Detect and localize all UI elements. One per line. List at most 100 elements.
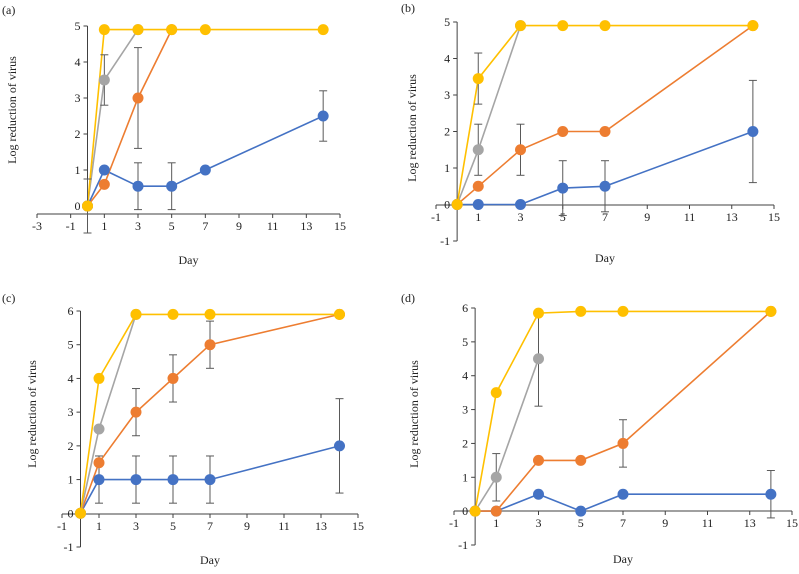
x-tick-label: 3 <box>536 516 542 530</box>
data-point-yellow <box>469 505 481 517</box>
y-tick-label: 0 <box>444 198 450 212</box>
data-point-blue <box>98 164 110 176</box>
data-point-yellow <box>204 308 216 320</box>
y-tick-label: 2 <box>75 127 81 141</box>
data-point-blue <box>317 110 329 122</box>
data-point-yellow <box>490 387 502 399</box>
x-tick-label: 11 <box>267 219 279 233</box>
data-point-orange <box>93 457 105 469</box>
x-tick-label: 9 <box>236 219 242 233</box>
x-tick-label: 7 <box>202 219 208 233</box>
series-line-orange <box>86 29 173 207</box>
y-tick-label: -1 <box>440 234 450 248</box>
data-point-yellow <box>167 308 179 320</box>
data-point-yellow <box>334 308 345 320</box>
x-tick-label: 1 <box>475 210 481 224</box>
x-tick-label: 13 <box>300 219 312 233</box>
data-point-blue <box>334 440 345 452</box>
x-axis-label: Day <box>613 552 633 566</box>
series-line-yellow <box>86 28 324 207</box>
data-point-blue <box>166 180 178 192</box>
data-point-orange <box>490 505 502 517</box>
series-line-gray <box>79 314 137 514</box>
panel-label: (d) <box>401 291 415 305</box>
y-tick-label: 3 <box>444 88 450 102</box>
y-tick-label: 5 <box>462 335 468 349</box>
data-point-yellow <box>747 20 759 32</box>
data-point-orange <box>167 372 179 384</box>
x-tick-label: 5 <box>169 219 175 233</box>
x-tick-label: 15 <box>334 219 346 233</box>
y-tick-label: 5 <box>68 338 74 352</box>
y-tick-label: 6 <box>462 301 468 315</box>
data-point-yellow <box>599 20 611 32</box>
y-tick-label: 3 <box>75 91 81 105</box>
x-tick-label: 13 <box>744 516 756 530</box>
x-tick-label: 13 <box>315 519 327 533</box>
data-point-blue <box>533 488 544 500</box>
x-tick-label: 5 <box>560 210 566 224</box>
x-tick-label: 11 <box>278 519 290 533</box>
x-tick-label: 9 <box>662 516 668 530</box>
y-tick-label: 5 <box>444 15 450 29</box>
y-tick-label: 4 <box>462 369 468 383</box>
x-tick-label: -1 <box>449 516 459 530</box>
y-tick-label: -1 <box>64 540 74 554</box>
data-point-orange <box>132 92 144 104</box>
x-tick-label: 9 <box>244 519 250 533</box>
data-point-blue <box>617 488 629 500</box>
data-point-blue <box>765 488 777 500</box>
data-point-orange <box>130 406 142 418</box>
data-point-orange <box>98 178 110 190</box>
x-tick-label: 9 <box>644 210 650 224</box>
data-point-yellow <box>557 20 569 32</box>
y-tick-label: 6 <box>68 304 74 318</box>
data-point-gray <box>533 353 544 365</box>
x-tick-label: 11 <box>684 210 696 224</box>
x-tick-label: 15 <box>786 516 798 530</box>
data-point-gray <box>98 74 110 86</box>
data-point-yellow <box>132 24 144 36</box>
data-point-gray <box>472 144 484 156</box>
data-point-gray <box>93 423 105 435</box>
y-axis-label: Log reduction of virus <box>25 360 39 468</box>
x-tick-label: 3 <box>518 210 524 224</box>
y-tick-label: 3 <box>462 403 468 417</box>
x-tick-label: 1 <box>96 519 102 533</box>
series-line-blue <box>86 115 324 207</box>
x-axis-label: Day <box>200 553 220 567</box>
series-line-blue <box>79 445 340 514</box>
data-point-blue <box>575 505 587 517</box>
data-point-blue <box>132 180 144 192</box>
y-tick-label: 1 <box>75 163 81 177</box>
y-axis-label: Log reduction of virus <box>407 360 421 468</box>
data-point-blue <box>204 474 216 486</box>
x-tick-label: 15 <box>768 210 780 224</box>
data-point-yellow <box>75 507 86 519</box>
data-point-blue <box>199 164 211 176</box>
y-tick-label: 3 <box>68 405 74 419</box>
y-tick-label: 5 <box>75 19 81 33</box>
x-tick-label: -1 <box>57 519 67 533</box>
x-tick-label: -1 <box>66 219 76 233</box>
x-tick-label: 15 <box>352 519 364 533</box>
y-tick-label: 2 <box>444 125 450 139</box>
data-point-yellow <box>472 73 484 85</box>
x-tick-label: -3 <box>32 219 42 233</box>
y-tick-label: 2 <box>462 436 468 450</box>
data-point-yellow <box>82 200 93 212</box>
y-tick-label: 0 <box>75 199 81 213</box>
y-tick-label: 1 <box>444 161 450 175</box>
data-point-blue <box>472 199 484 210</box>
data-point-yellow <box>617 305 629 317</box>
data-point-blue <box>747 126 759 137</box>
y-tick-label: 4 <box>444 52 450 66</box>
data-point-yellow <box>166 24 178 36</box>
data-point-gray <box>490 471 502 483</box>
data-point-yellow <box>451 199 463 210</box>
data-point-yellow <box>199 24 211 36</box>
x-tick-label: 3 <box>135 219 141 233</box>
